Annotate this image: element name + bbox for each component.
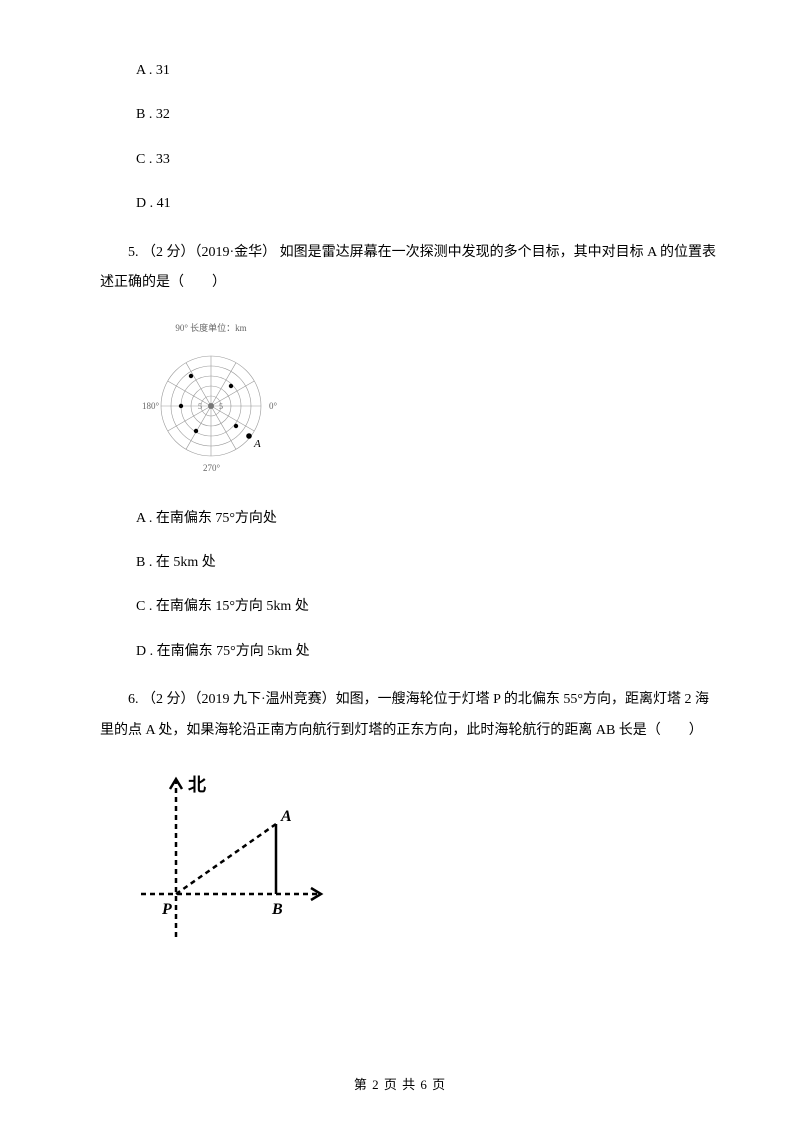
q6-diagram-figure: 北 P A B bbox=[136, 769, 720, 957]
bearing-diagram-icon: 北 P A B bbox=[136, 769, 326, 949]
q5-option-b: B . 在 5km 处 bbox=[100, 552, 720, 574]
a-label: A bbox=[280, 808, 292, 825]
radar-label-180: 180° bbox=[142, 401, 160, 411]
north-label: 北 bbox=[188, 775, 206, 795]
radar-label-270: 270° bbox=[203, 463, 221, 473]
q5-text: 5. （2 分）（2019·金华） 如图是雷达屏幕在一次探测中发现的多个目标，其… bbox=[100, 238, 720, 300]
q6-text: 6. （2 分）（2019 九下·温州竞赛）如图，一艘海轮位于灯塔 P 的北偏东… bbox=[100, 685, 720, 747]
radar-tick-5a: 5 bbox=[219, 402, 223, 411]
q4-option-c: C . 33 bbox=[100, 149, 720, 171]
b-label: B bbox=[271, 901, 283, 918]
q5-option-d: D . 在南偏东 75°方向 5km 处 bbox=[100, 641, 720, 663]
radar-tick-5b: 5 bbox=[198, 402, 202, 411]
q5-option-c: C . 在南偏东 15°方向 5km 处 bbox=[100, 596, 720, 618]
q4-option-d: D . 41 bbox=[100, 193, 720, 215]
q5-option-a: A . 在南偏东 75°方向处 bbox=[100, 508, 720, 530]
q4-option-b: B . 32 bbox=[100, 104, 720, 126]
q4-option-a: A . 31 bbox=[100, 60, 720, 82]
p-label: P bbox=[161, 901, 172, 918]
radar-title: 90° 长度单位：km bbox=[175, 322, 246, 333]
radar-target-a-label: A bbox=[253, 438, 261, 450]
q5-radar-figure: 90° 长度单位：km bbox=[136, 321, 720, 489]
radar-chart-icon: 90° 长度单位：km bbox=[136, 321, 286, 481]
page-footer: 第 2 页 共 6 页 bbox=[0, 1075, 800, 1096]
radar-label-0: 0° bbox=[269, 401, 278, 411]
